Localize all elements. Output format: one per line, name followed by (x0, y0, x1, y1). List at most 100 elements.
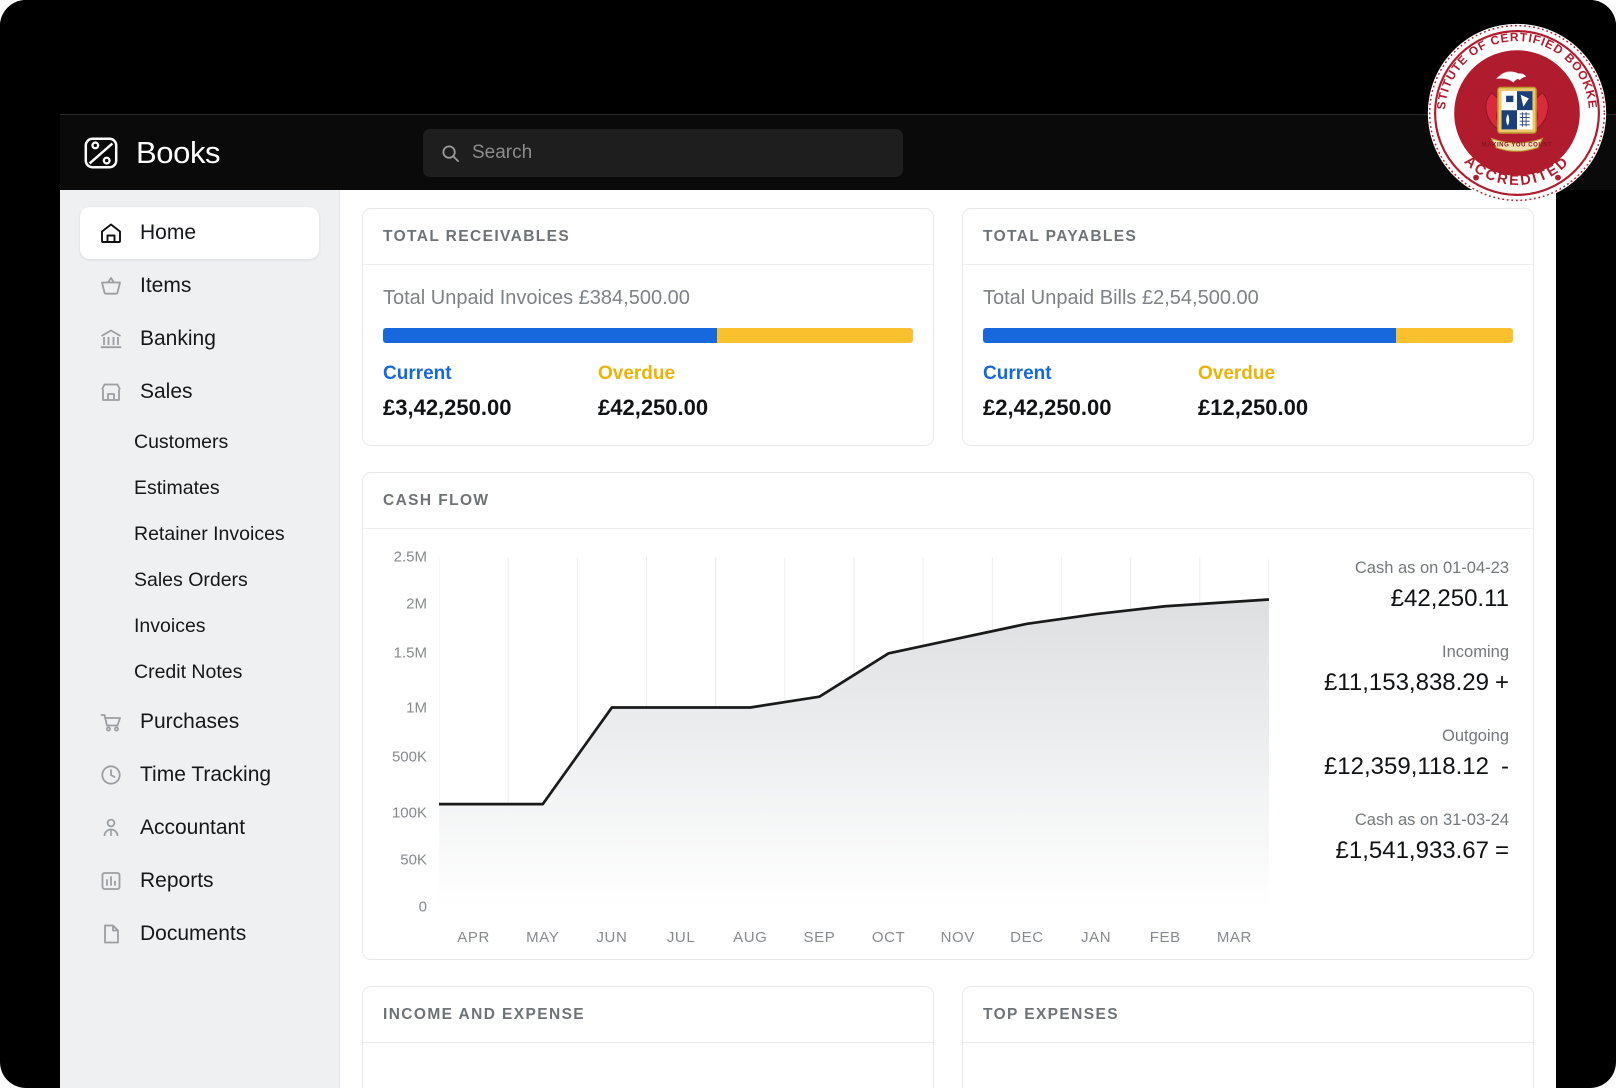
outgoing: Outgoing £12,359,118.12- (1299, 727, 1509, 781)
receivables-meter (383, 328, 913, 343)
x-axis-tick-label: MAY (526, 929, 560, 946)
sidebar-item-label: Items (140, 274, 192, 297)
meter-overdue-segment (716, 328, 913, 343)
opening-cash-label: Cash as on 01-04-23 (1354, 559, 1509, 577)
x-axis-tick-label: JAN (1081, 929, 1112, 946)
sidebar-item-label: Sales (140, 380, 193, 403)
brand[interactable]: Books (82, 134, 362, 172)
closing-row: £1,541,933.67 = (1299, 837, 1509, 865)
incoming: Incoming £11,153,838.29 + (1299, 643, 1509, 697)
x-axis-tick-label: DEC (1010, 929, 1044, 946)
y-axis-tick-label: 1M (406, 699, 427, 716)
outgoing-value: £12,359,118.12 (1323, 753, 1489, 780)
y-axis-tick-label: 50K (400, 851, 427, 869)
cash-flow-stats: Cash as on 01-04-23 £42,250.11 Incoming … (1277, 543, 1515, 959)
overdue-value: £12,250.00 (1198, 395, 1309, 420)
books-logo-icon (84, 137, 118, 168)
closing-sign: = (1494, 837, 1509, 864)
sidebar-item-purchases[interactable]: Purchases (80, 696, 319, 748)
unpaid-bills-summary: Total Unpaid Bills £2,54,500.00 (983, 287, 1259, 309)
sidebar-item-label: Purchases (140, 710, 240, 733)
meter-current-segment (983, 328, 1397, 343)
sidebar-item-banking[interactable]: Banking (80, 313, 319, 365)
sidebar-item-label: Time Tracking (140, 763, 272, 786)
sidebar-item-estimates[interactable]: Estimates (134, 477, 220, 499)
x-axis-tick-label: OCT (871, 929, 906, 946)
incoming-value: £11,153,838.29 (1323, 669, 1489, 696)
meter-overdue-segment (1396, 328, 1513, 343)
search-bar[interactable] (423, 129, 903, 177)
dashboard-main: TOTAL RECEIVABLES Total Unpaid Invoices … (340, 190, 1556, 1088)
bottom-cards-row: INCOME AND EXPENSE TOP EXPENSES (362, 986, 1534, 1088)
sidebar-item-customers[interactable]: Customers (134, 431, 229, 453)
top-expenses-card: TOP EXPENSES (962, 986, 1534, 1088)
sidebar-item-label: Documents (140, 922, 247, 945)
total-receivables-card: TOTAL RECEIVABLES Total Unpaid Invoices … (362, 208, 934, 446)
opening-cash: Cash as on 01-04-23 £42,250.11 (1299, 559, 1509, 613)
card-title: TOTAL RECEIVABLES (363, 209, 933, 265)
sidebar-item-credit-notes[interactable]: Credit Notes (134, 661, 243, 683)
receivables-current: Current £3,42,250.00 (383, 363, 598, 421)
y-axis-tick-label: 100K (391, 804, 427, 821)
outgoing-sign: - (1501, 753, 1509, 780)
document-icon (104, 924, 119, 944)
income-and-expense-card: INCOME AND EXPENSE (362, 986, 934, 1088)
sidebar-item-label: Home (140, 221, 197, 244)
incoming-row: £11,153,838.29 + (1299, 669, 1509, 697)
sidebar-item-reports[interactable]: Reports (80, 855, 319, 907)
person-icon (103, 818, 119, 837)
cash-flow-card: CASH FLOW (362, 472, 1534, 960)
sidebar-item-items[interactable]: Items (80, 260, 319, 312)
x-axis-tick-label: APR (457, 929, 490, 946)
sidebar-item-retainer-invoices[interactable]: Retainer Invoices (134, 523, 285, 545)
home-icon (101, 223, 121, 243)
y-axis-tick-label: 0 (418, 898, 427, 916)
card-title: CASH FLOW (363, 473, 1533, 529)
card-title: INCOME AND EXPENSE (363, 987, 933, 1043)
clock-icon (101, 765, 121, 785)
chart-plot-area: 2.5M 2M 1.5M 1M 500K 100K 50K 0 APR MAY JUN JUL AUG S… (392, 549, 1270, 946)
sidebar-item-sales-orders[interactable]: Sales Orders (134, 569, 248, 591)
search-input[interactable] (472, 142, 885, 164)
closing-cash-value: £1,541,933.67 (1335, 837, 1489, 864)
overdue-label: Overdue (1198, 363, 1276, 384)
current-label: Current (383, 363, 452, 384)
sidebar-item-documents[interactable]: Documents (80, 908, 319, 960)
x-axis-tick-label: JUN (596, 929, 628, 946)
current-value: £2,42,250.00 (983, 395, 1112, 420)
sidebar-item-label: Reports (140, 869, 214, 892)
area-chart-svg (438, 557, 1270, 908)
y-axis-tick-label: 1.5M (393, 644, 427, 662)
current-value: £3,42,250.00 (383, 395, 512, 420)
sidebar-item-invoices[interactable]: Invoices (134, 615, 206, 637)
bar-chart-icon (101, 872, 121, 890)
store-icon (101, 383, 121, 401)
receivables-overdue: Overdue £42,250.00 (598, 363, 813, 421)
app-title: Books (136, 134, 221, 170)
closing-cash-label: Cash as on 31-03-24 (1354, 811, 1509, 829)
sidebar-item-time-tracking[interactable]: Time Tracking (80, 749, 319, 801)
crest-icon: MAKING YOU COUNT (1482, 71, 1553, 152)
opening-cash-value: £42,250.11 (1390, 585, 1509, 612)
sidebar-item-home[interactable]: Home (80, 207, 319, 259)
y-axis-tick-label: 500K (391, 748, 427, 765)
payables-current: Current £2,42,250.00 (983, 363, 1198, 421)
sidebar-item-accountant[interactable]: Accountant (80, 802, 319, 854)
x-axis-tick-label: MAR (1216, 929, 1252, 946)
svg-text:MAKING YOU COUNT: MAKING YOU COUNT (1482, 143, 1553, 149)
x-axis-tick-label: NOV (940, 929, 975, 946)
x-axis-tick-label: SEP (803, 929, 836, 946)
sidebar-item-sales[interactable]: Sales (80, 366, 319, 418)
icb-accredited-seal-icon: THE INSTITUTE OF CERTIFIED BOOKKEEPERS A… (1426, 22, 1607, 203)
closing-cash: Cash as on 31-03-24 £1,541,933.67 = (1299, 811, 1509, 865)
current-label: Current (983, 363, 1052, 384)
x-axis-tick-label: JUL (666, 929, 696, 946)
app-header: Books + (60, 114, 1616, 190)
sidebar-item-label: Accountant (140, 816, 246, 839)
sidebar-item-label: Banking (140, 327, 216, 350)
bank-icon (100, 329, 122, 349)
overdue-label: Overdue (598, 363, 676, 384)
x-axis-tick-label: FEB (1149, 929, 1181, 946)
y-axis-tick-label: 2.5M (393, 548, 427, 566)
